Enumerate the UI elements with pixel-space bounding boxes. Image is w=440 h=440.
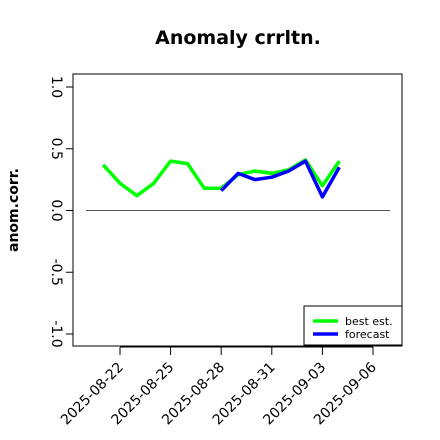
x-axis: 2025-08-222025-08-252025-08-282025-08-31… <box>58 346 380 428</box>
series-line <box>219 159 341 199</box>
y-tick-label: 1.0 <box>48 76 64 98</box>
chart-title: Anomaly crrltn. <box>155 27 321 49</box>
y-tick-label: -0.5 <box>48 259 64 286</box>
y-tick-label: -1.0 <box>48 320 64 347</box>
y-axis-label: anom.corr. <box>6 168 22 252</box>
series-layer <box>101 158 341 199</box>
legend-label: forecast <box>345 328 390 341</box>
legend: best est.forecast <box>303 305 403 346</box>
y-axis: -1.0 -0.5 0.0 0.5 1.0 <box>48 76 74 348</box>
y-tick-label: 0.5 <box>48 138 64 160</box>
legend-box <box>303 305 403 346</box>
y-tick-label: 0.0 <box>48 199 64 221</box>
legend-label: best est. <box>345 315 393 328</box>
